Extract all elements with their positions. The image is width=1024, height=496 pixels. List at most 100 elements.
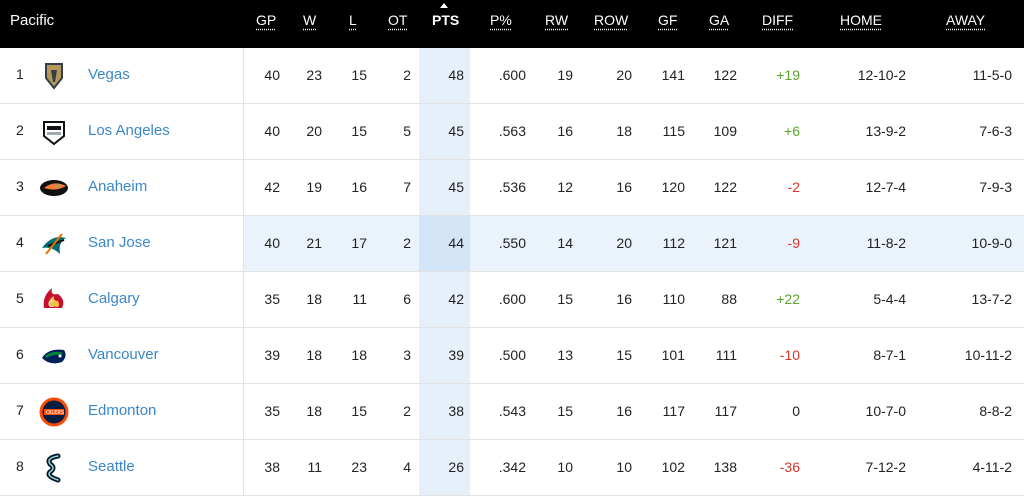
table-row: 1 Vegas 40 23 15 2 48 .600 19 20 141 122 +19 12-10-2 1…: [0, 48, 1024, 104]
cell-pts: 45: [448, 123, 464, 139]
cell-ga: 138: [713, 459, 737, 475]
cell-row: 18: [616, 123, 632, 139]
rank: 1: [16, 66, 24, 82]
team-link[interactable]: Vancouver: [88, 346, 159, 363]
cell-gp: 40: [264, 67, 280, 83]
cell-w: 19: [306, 179, 322, 195]
header-ot[interactable]: OT: [388, 12, 408, 28]
cell-home: 7-12-2: [865, 459, 906, 475]
cell-gf: 115: [662, 123, 685, 139]
header-row[interactable]: ROW: [594, 12, 629, 28]
team-link[interactable]: Calgary: [88, 290, 140, 307]
cell-l: 16: [351, 179, 367, 195]
cell-ot: 2: [403, 67, 411, 83]
cell-rw: 14: [557, 235, 573, 251]
cell-diff: -9: [787, 235, 800, 251]
pts-column-highlight: [419, 104, 470, 159]
team-link[interactable]: Edmonton: [88, 402, 157, 419]
team-link[interactable]: Los Angeles: [88, 122, 170, 139]
cell-away: 7-6-3: [979, 123, 1012, 139]
cell-ga: 122: [713, 179, 737, 195]
cell-gp: 35: [264, 291, 280, 307]
cell-ga: 109: [713, 123, 737, 139]
cell-pts: 45: [448, 179, 464, 195]
header-pct[interactable]: P%: [490, 12, 512, 28]
pts-column-highlight: [419, 48, 470, 103]
cell-rw: 19: [557, 67, 573, 83]
rank: 4: [16, 234, 24, 250]
cell-gp: 38: [264, 459, 280, 475]
table-row: 6 Vancouver 39 18 18 3 39 .500 13 15 101 111 -10 8-7-…: [0, 328, 1024, 384]
cell-gf: 110: [662, 291, 685, 307]
cell-rw: 15: [557, 291, 573, 307]
cell-away: 10-9-0: [971, 235, 1012, 251]
header-gf[interactable]: GF: [658, 12, 678, 28]
vegas-golden-knights-logo-icon: [38, 60, 70, 92]
cell-gp: 40: [264, 235, 280, 251]
rank: 7: [16, 402, 24, 418]
cell-rw: 15: [557, 403, 573, 419]
cell-ot: 3: [403, 347, 411, 363]
cell-l: 15: [351, 403, 367, 419]
cell-diff: -10: [779, 347, 800, 363]
san-jose-sharks-logo-icon: [38, 228, 70, 260]
cell-gf: 112: [662, 235, 685, 251]
cell-row: 10: [616, 459, 632, 475]
cell-gf: 102: [661, 459, 685, 475]
table-header: Pacific GP W L OT PTS P% RW ROW GF GA DI…: [0, 0, 1024, 48]
sort-ascending-icon: [440, 3, 448, 8]
cell-pct: .600: [498, 67, 526, 83]
header-ga[interactable]: GA: [709, 12, 730, 28]
cell-gp: 42: [264, 179, 280, 195]
cell-gf: 101: [661, 347, 685, 363]
cell-gp: 35: [264, 403, 280, 419]
cell-home: 12-7-4: [865, 179, 906, 195]
team-link[interactable]: Anaheim: [88, 178, 148, 195]
header-rw[interactable]: RW: [545, 12, 569, 28]
cell-l: 18: [351, 347, 367, 363]
header-away[interactable]: AWAY: [946, 12, 986, 28]
header-home[interactable]: HOME: [840, 12, 882, 28]
table-row: 8 Seattle 38 11 23 4 26 .342 10 10 102 138 -36 7-12-2…: [0, 440, 1024, 496]
calgary-flames-logo-icon: C: [38, 284, 70, 316]
cell-row: 16: [616, 403, 632, 419]
team-link[interactable]: San Jose: [88, 234, 151, 251]
table-body: 1 Vegas 40 23 15 2 48.600 19 20 141 122 +19 12-10-2 1…: [0, 48, 1024, 496]
header-pts[interactable]: PTS: [432, 12, 460, 28]
table-row: 7 OILERS Edmonton 35 18 15 2 38 .543 15 16 117 117 0 1…: [0, 384, 1024, 440]
cell-rw: 16: [557, 123, 573, 139]
cell-away: 8-8-2: [979, 403, 1012, 419]
cell-gf: 120: [661, 179, 685, 195]
pts-column-highlight: [419, 440, 470, 495]
cell-pct: .536: [498, 179, 526, 195]
rank: 6: [16, 346, 24, 362]
cell-ga: 117: [714, 403, 737, 419]
header-gp[interactable]: GP: [256, 12, 277, 28]
table-row: 3 Anaheim 42 19 16 7 45 .536 12 16 120 122 -2 12-7-4 7…: [0, 160, 1024, 216]
cell-rw: 10: [557, 459, 573, 475]
team-cell: 7 OILERS Edmonton: [0, 384, 244, 439]
cell-away: 4-11-2: [972, 459, 1012, 475]
cell-pct: .600: [498, 291, 526, 307]
edmonton-oilers-logo-icon: OILERS: [38, 396, 70, 428]
pts-column-highlight: [419, 272, 470, 327]
team-link[interactable]: Vegas: [88, 66, 130, 83]
header-diff[interactable]: DIFF: [762, 12, 794, 28]
cell-row: 20: [616, 235, 632, 251]
los-angeles-kings-logo-icon: [38, 116, 70, 148]
pts-column-highlight: [419, 384, 470, 439]
header-l[interactable]: L: [349, 12, 357, 28]
anaheim-ducks-logo-icon: [38, 172, 70, 204]
cell-away: 13-7-2: [971, 291, 1012, 307]
cell-home: 5-4-4: [873, 291, 906, 307]
team-cell: 6 Vancouver: [0, 328, 244, 383]
cell-diff: -36: [779, 459, 800, 475]
cell-pts: 26: [448, 459, 464, 475]
header-w[interactable]: W: [303, 12, 317, 28]
pts-column-highlight: [419, 328, 470, 383]
cell-w: 18: [306, 403, 322, 419]
cell-w: 18: [306, 291, 322, 307]
cell-pts: 42: [448, 291, 464, 307]
team-link[interactable]: Seattle: [88, 458, 135, 475]
